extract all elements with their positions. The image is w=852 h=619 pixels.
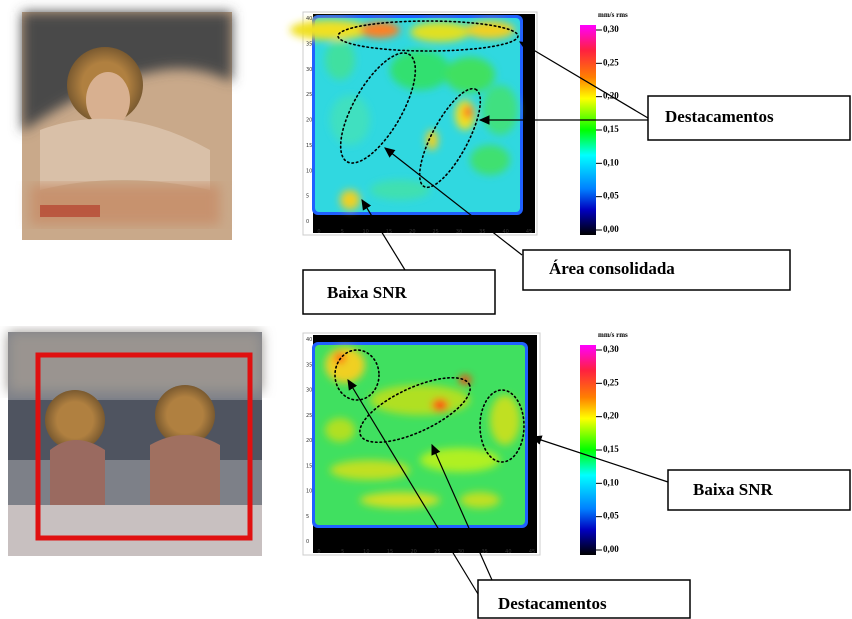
hotspot [490,395,520,445]
hotspot [360,22,400,38]
callout-text: Área consolidada [549,259,675,278]
y-tick-label: 10 [306,168,312,174]
hotspot [426,130,438,150]
hotspot [390,50,450,90]
x-tick-label: 5 [341,549,344,555]
x-tick-label: 0 [317,229,320,235]
colorbar-label: 0,30 [603,24,619,34]
y-tick-label: 15 [306,143,312,149]
hotspot [360,492,440,508]
hotspot [325,347,365,383]
colorbar-label: 0,10 [603,477,619,487]
callout: Destacamentos [477,579,691,619]
colorbar-unit: mm/s rms [598,331,628,339]
x-tick-label: 40 [505,549,511,555]
scan-area [315,345,525,525]
x-tick-label: 40 [502,229,508,235]
x-tick-label: 45 [526,229,532,235]
x-tick-label: 5 [341,229,344,235]
colorbar-label: 0,15 [603,124,619,134]
vibrometer-map: 40 35 30 25 20 15 10 5 0 0 5 10 15 20 25 30 35 40 45 mm/s r… [302,331,628,556]
fresco-photo [22,12,232,240]
x-tick-label: 30 [458,549,464,555]
y-tick-label: 35 [306,362,312,368]
x-tick-label: 30 [456,229,462,235]
colorbar-label: 0,15 [603,444,619,454]
colorbar-label: 0,00 [603,224,619,234]
y-tick-label: 35 [306,41,312,47]
hotspots [290,20,518,210]
y-tick-label: 40 [306,337,312,343]
x-tick-label: 10 [363,549,369,555]
colorbar [580,25,596,235]
colorbar [580,345,596,555]
hotspot [464,106,472,118]
x-tick-label: 15 [387,549,393,555]
hotspot [482,85,518,135]
y-tick-label: 20 [306,118,312,124]
callout: Baixa SNR [667,469,851,511]
y-tick-label: 25 [306,413,312,419]
hotspot [460,492,500,508]
x-tick-label: 20 [410,549,416,555]
colorbar-unit: mm/s rms [598,11,628,19]
vibrometer-map: 40 35 30 25 20 15 10 5 0 0 5 10 15 20 25 30 35 40 45 mm/s r… [290,11,628,236]
hotspot [410,22,470,42]
y-tick-label: 30 [306,388,312,394]
annotations [334,20,669,595]
hotspot [420,448,500,472]
callout: Destacamentos [647,95,851,141]
callout-text: Baixa SNR [693,480,774,499]
callout: Área consolidada [522,249,791,291]
colorbar-label: 0,30 [603,344,619,354]
x-tick-label: 10 [362,229,368,235]
x-tick-label: 25 [434,549,440,555]
hotspot [340,190,360,210]
colorbar-label: 0,05 [603,191,619,201]
hotspot [330,460,410,480]
callout-text: Baixa SNR [327,283,408,302]
y-tick-label: 5 [306,194,309,200]
callout: Baixa SNR [302,269,496,315]
colorbar-label: 0,25 [603,57,619,67]
hotspot [465,21,515,39]
colorbar-label: 0,05 [603,511,619,521]
y-tick-label: 5 [306,514,309,520]
hotspot [445,57,495,93]
y-tick-label: 0 [306,539,309,545]
hotspot [330,95,370,145]
hotspot [290,20,370,40]
y-tick-label: 30 [306,67,312,73]
hotspot [470,145,510,175]
y-tick-label: 25 [306,92,312,98]
x-tick-label: 35 [481,549,487,555]
colorbar-label: 0,00 [603,544,619,554]
y-tick-label: 10 [306,489,312,495]
y-tick-label: 20 [306,438,312,444]
callout-text: Destacamentos [498,594,607,613]
plots: 40 35 30 25 20 15 10 5 0 0 5 10 15 20 25 30 35 40 45 mm/s r… [290,11,628,556]
hotspot [370,180,430,200]
callout-text: Destacamentos [665,107,774,126]
hotspot [432,399,448,411]
y-tick-label: 15 [306,463,312,469]
hotspot [325,418,355,442]
fresco-photo [8,332,262,556]
colorbar-label: 0,25 [603,377,619,387]
y-tick-label: 0 [306,219,309,225]
colorbar-label: 0,10 [603,157,619,167]
x-tick-label: 25 [432,229,438,235]
x-tick-label: 0 [317,549,320,555]
x-tick-label: 15 [386,229,392,235]
x-tick-label: 45 [529,549,535,555]
y-tick-label: 40 [306,16,312,22]
x-tick-label: 35 [479,229,485,235]
hotspot [325,40,355,80]
hotspot [459,375,471,385]
colorbar-label: 0,20 [603,411,619,421]
x-tick-label: 20 [409,229,415,235]
